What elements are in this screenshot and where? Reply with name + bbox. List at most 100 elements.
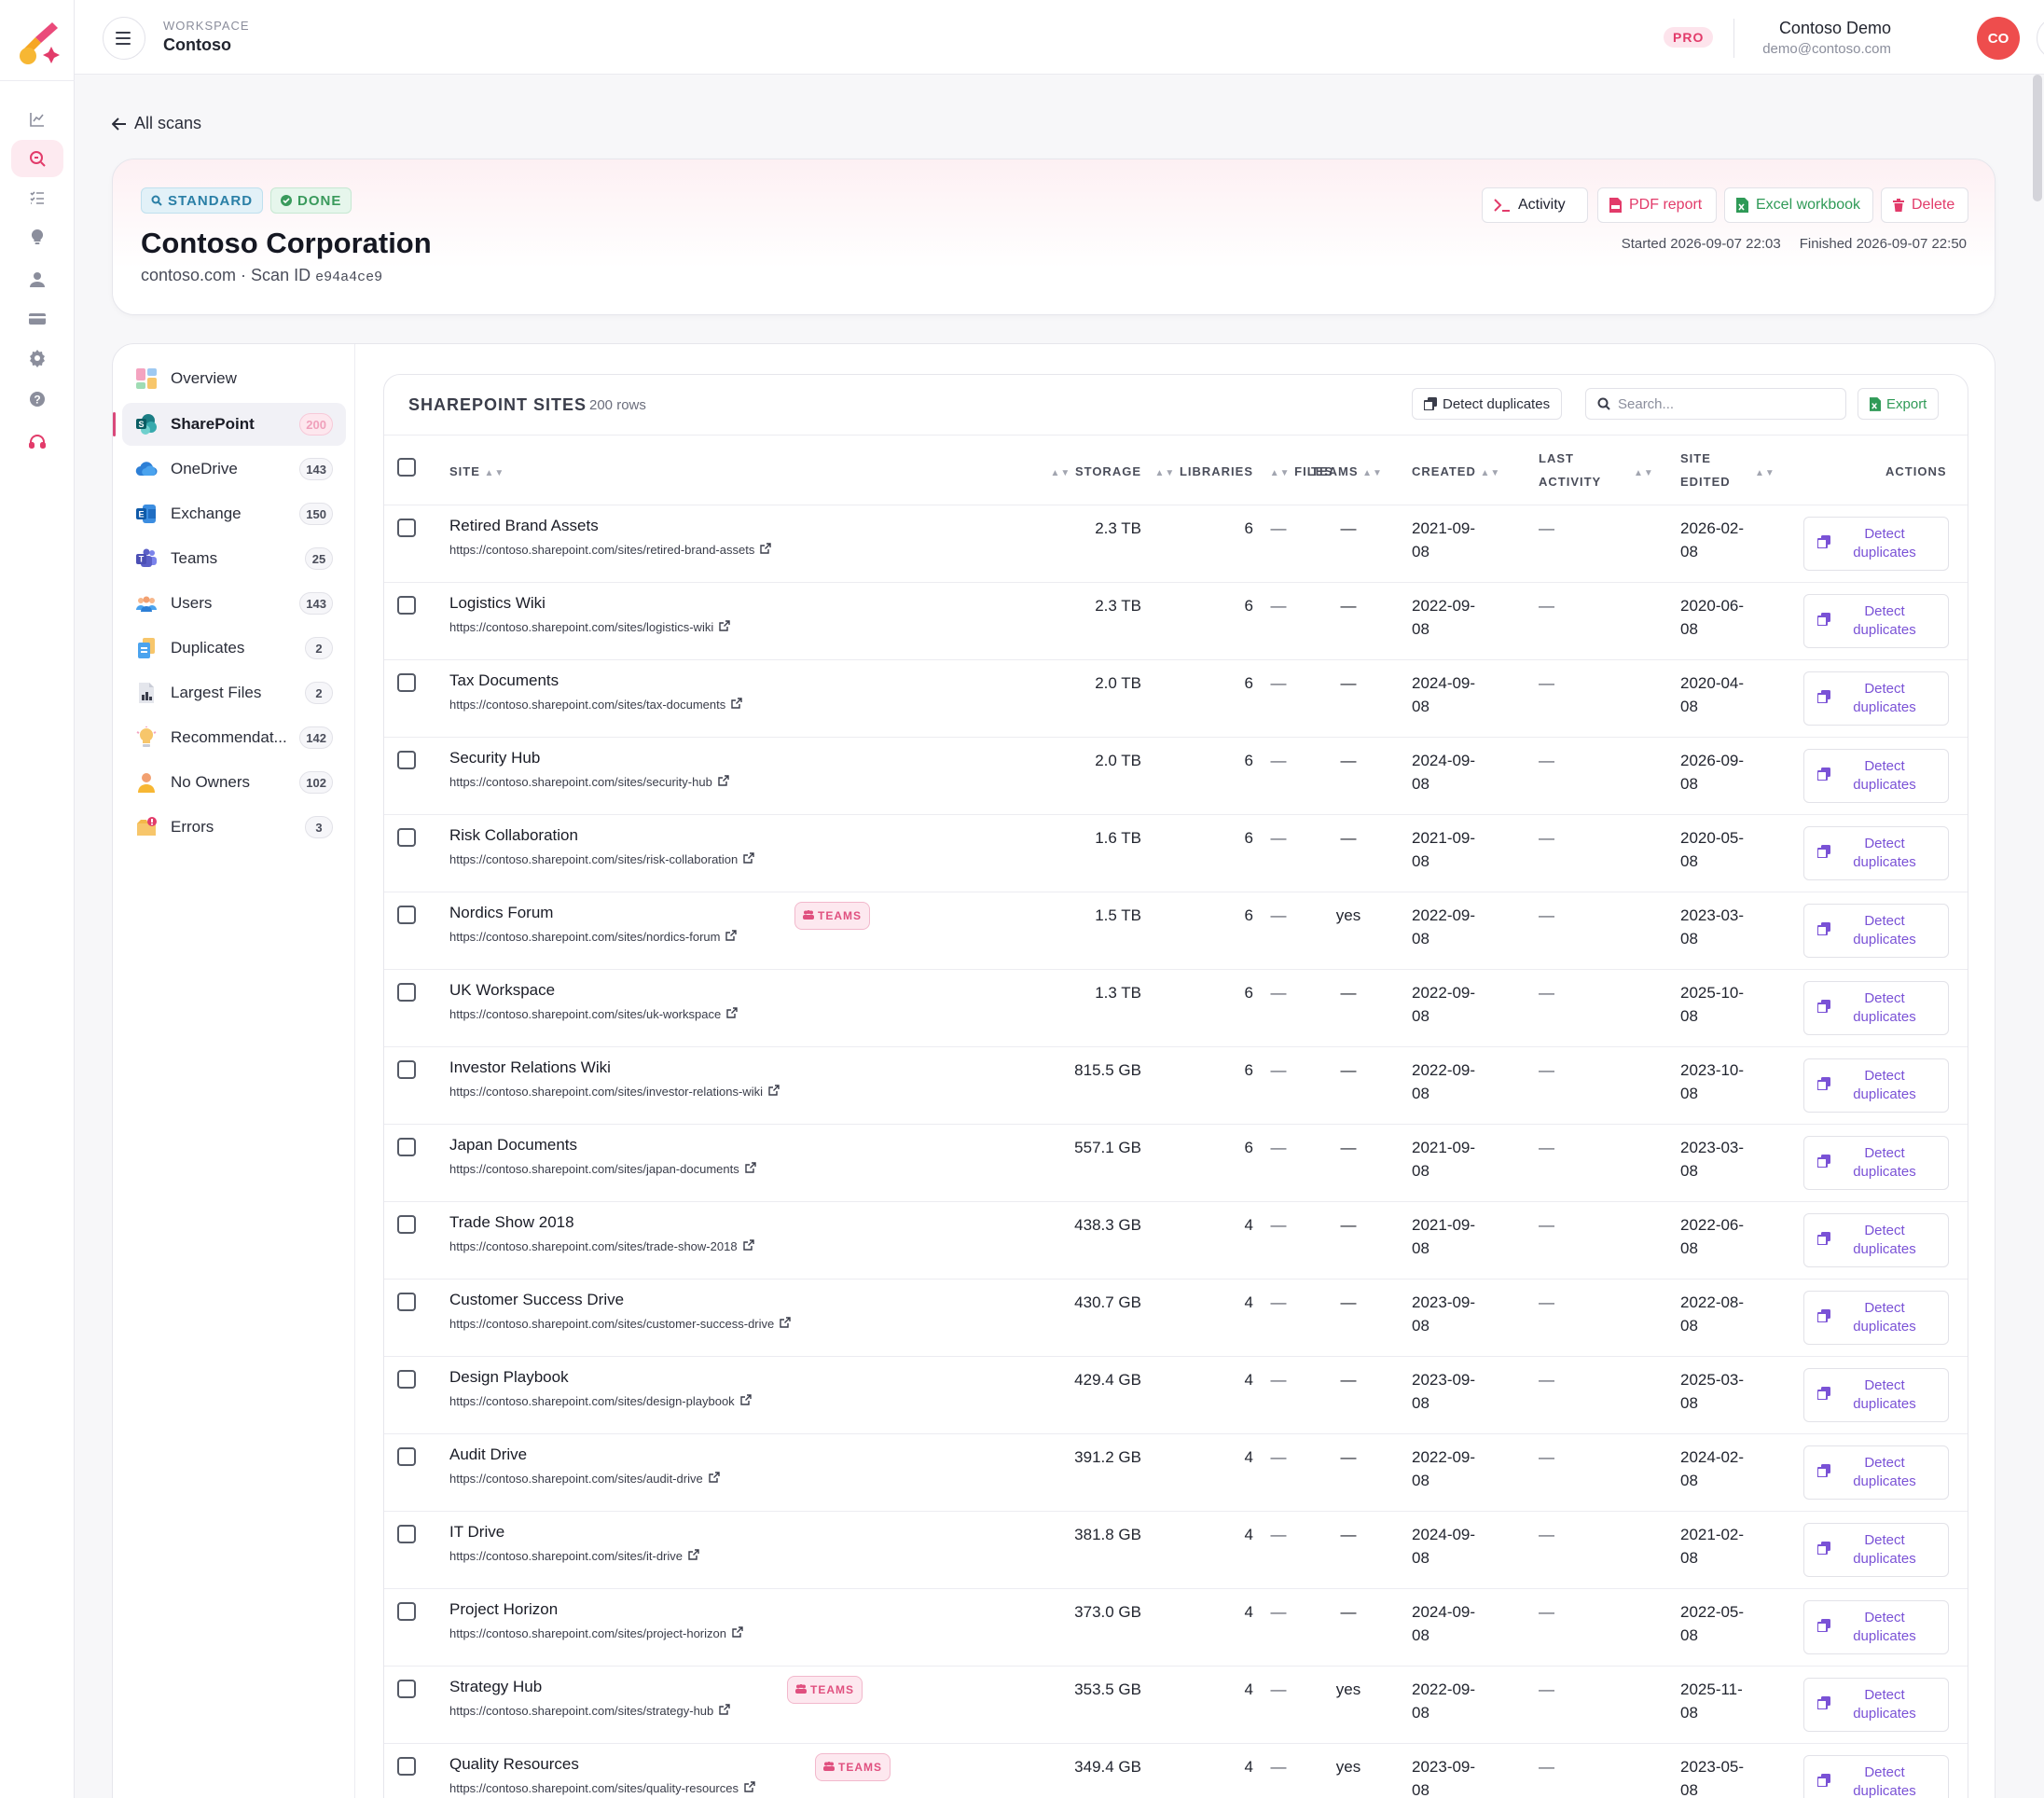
workspace-switcher[interactable]: WORKSPACE Contoso <box>163 19 250 55</box>
row-checkbox[interactable] <box>397 751 416 769</box>
site-url-link[interactable]: https://contoso.sharepoint.com/sites/inv… <box>449 1085 780 1099</box>
sort-icon[interactable]: ▲▼ <box>1755 468 1775 478</box>
detect-duplicates-row-button[interactable]: Detect duplicates <box>1803 1213 1949 1267</box>
sidebar-item-sharepoint[interactable]: S SharePoint 200 <box>113 403 346 446</box>
row-checkbox[interactable] <box>397 906 416 924</box>
sidebar-item-recommendations[interactable]: Recommendat... 142 <box>122 716 346 759</box>
site-url-link[interactable]: https://contoso.sharepoint.com/sites/log… <box>449 620 730 634</box>
column-storage[interactable]: ▲▼ STORAGE <box>981 460 1141 485</box>
row-checkbox[interactable] <box>397 673 416 692</box>
excel-workbook-button[interactable]: Excel workbook <box>1724 187 1873 223</box>
site-name[interactable]: Trade Show 2018 <box>449 1213 574 1231</box>
app-logo[interactable] <box>11 15 63 67</box>
sidebar-item-teams[interactable]: T Teams 25 <box>122 537 346 580</box>
detect-duplicates-row-button[interactable]: Detect duplicates <box>1803 1136 1949 1190</box>
site-url-link[interactable]: https://contoso.sharepoint.com/sites/nor… <box>449 930 738 944</box>
detect-duplicates-button[interactable]: Detect duplicates <box>1412 388 1563 420</box>
detect-duplicates-row-button[interactable]: Detect duplicates <box>1803 1445 1949 1500</box>
logout-button[interactable] <box>2037 17 2044 60</box>
site-name[interactable]: Tax Documents <box>449 671 559 689</box>
site-url-link[interactable]: https://contoso.sharepoint.com/sites/cus… <box>449 1317 791 1331</box>
row-checkbox[interactable] <box>397 596 416 615</box>
rail-tasks-icon[interactable] <box>11 179 63 216</box>
sidebar-item-largest-files[interactable]: Largest Files 2 <box>122 671 346 714</box>
detect-duplicates-row-button[interactable]: Detect duplicates <box>1803 1368 1949 1422</box>
site-url-link[interactable]: https://contoso.sharepoint.com/sites/sec… <box>449 775 729 789</box>
detect-duplicates-row-button[interactable]: Detect duplicates <box>1803 671 1949 726</box>
site-url-link[interactable]: https://contoso.sharepoint.com/sites/uk-… <box>449 1007 738 1021</box>
detect-duplicates-row-button[interactable]: Detect duplicates <box>1803 904 1949 958</box>
site-name[interactable]: Logistics Wiki <box>449 594 546 612</box>
sidebar-item-exchange[interactable]: E Exchange 150 <box>122 492 346 535</box>
site-name[interactable]: Risk Collaboration <box>449 826 578 844</box>
detect-duplicates-row-button[interactable]: Detect duplicates <box>1803 594 1949 648</box>
row-checkbox[interactable] <box>397 1060 416 1079</box>
site-name[interactable]: Investor Relations Wiki <box>449 1058 611 1076</box>
site-url-link[interactable]: https://contoso.sharepoint.com/sites/pro… <box>449 1626 743 1640</box>
sidebar-item-onedrive[interactable]: OneDrive 143 <box>122 448 346 491</box>
site-name[interactable]: Nordics Forum <box>449 904 554 921</box>
row-checkbox[interactable] <box>397 1370 416 1389</box>
sort-icon[interactable]: ▲▼ <box>1634 468 1654 478</box>
search-input[interactable]: Search... <box>1585 388 1846 420</box>
rail-settings-icon[interactable] <box>11 339 63 377</box>
detect-duplicates-row-button[interactable]: Detect duplicates <box>1803 1523 1949 1577</box>
avatar[interactable]: CO <box>1977 17 2020 60</box>
site-url-link[interactable]: https://contoso.sharepoint.com/sites/jap… <box>449 1162 756 1176</box>
detect-duplicates-row-button[interactable]: Detect duplicates <box>1803 981 1949 1035</box>
column-files[interactable]: ▲▼ FILES <box>1223 460 1333 485</box>
row-checkbox[interactable] <box>397 519 416 537</box>
row-checkbox[interactable] <box>397 983 416 1002</box>
site-url-link[interactable]: https://contoso.sharepoint.com/sites/str… <box>449 1704 730 1718</box>
site-name[interactable]: Japan Documents <box>449 1136 578 1154</box>
site-url-link[interactable]: https://contoso.sharepoint.com/sites/tax… <box>449 698 742 712</box>
site-name[interactable]: Quality Resources <box>449 1755 579 1773</box>
activity-button[interactable]: Activity <box>1482 187 1588 223</box>
site-url-link[interactable]: https://contoso.sharepoint.com/sites/ris… <box>449 852 754 866</box>
page-scrollbar[interactable] <box>2033 75 2042 201</box>
rail-user-icon[interactable] <box>11 261 63 298</box>
delete-button[interactable]: Delete <box>1881 187 1968 223</box>
select-all-checkbox[interactable] <box>397 458 416 477</box>
site-name[interactable]: Audit Drive <box>449 1445 528 1463</box>
detect-duplicates-row-button[interactable]: Detect duplicates <box>1803 1678 1949 1732</box>
rail-ideas-icon[interactable] <box>11 218 63 256</box>
detect-duplicates-row-button[interactable]: Detect duplicates <box>1803 749 1949 803</box>
detect-duplicates-row-button[interactable]: Detect duplicates <box>1803 1291 1949 1345</box>
row-checkbox[interactable] <box>397 1293 416 1311</box>
site-name[interactable]: UK Workspace <box>449 981 556 999</box>
site-url-link[interactable]: https://contoso.sharepoint.com/sites/qua… <box>449 1781 755 1795</box>
detect-duplicates-row-button[interactable]: Detect duplicates <box>1803 1755 1949 1798</box>
row-checkbox[interactable] <box>397 828 416 847</box>
column-site-edited[interactable]: SITE EDITED <box>1680 447 1731 493</box>
sidebar-item-duplicates[interactable]: Duplicates 2 <box>122 627 346 670</box>
site-name[interactable]: IT Drive <box>449 1523 505 1541</box>
menu-button[interactable] <box>103 17 145 60</box>
site-url-link[interactable]: https://contoso.sharepoint.com/sites/it-… <box>449 1549 699 1563</box>
sidebar-item-no-owners[interactable]: No Owners 102 <box>122 761 346 804</box>
row-checkbox[interactable] <box>397 1525 416 1543</box>
rail-help-icon[interactable]: ? <box>11 380 63 418</box>
site-url-link[interactable]: https://contoso.sharepoint.com/sites/aud… <box>449 1472 720 1486</box>
site-name[interactable]: Project Horizon <box>449 1600 559 1618</box>
pdf-report-button[interactable]: PDF report <box>1597 187 1717 223</box>
site-name[interactable]: Strategy Hub <box>449 1678 543 1695</box>
row-checkbox[interactable] <box>397 1680 416 1698</box>
sidebar-item-users[interactable]: Users 143 <box>122 582 346 625</box>
export-button[interactable]: Export <box>1858 388 1940 420</box>
row-checkbox[interactable] <box>397 1757 416 1776</box>
column-site[interactable]: SITE ▲▼ <box>449 460 504 485</box>
rail-scans-icon[interactable] <box>11 140 63 177</box>
row-checkbox[interactable] <box>397 1215 416 1234</box>
sidebar-item-errors[interactable]: Errors 3 <box>122 806 346 849</box>
site-url-link[interactable]: https://contoso.sharepoint.com/sites/ret… <box>449 543 772 557</box>
column-created[interactable]: CREATED ▲▼ <box>1412 460 1500 485</box>
row-checkbox[interactable] <box>397 1138 416 1156</box>
row-checkbox[interactable] <box>397 1447 416 1466</box>
site-url-link[interactable]: https://contoso.sharepoint.com/sites/des… <box>449 1394 752 1408</box>
site-name[interactable]: Security Hub <box>449 749 541 767</box>
detect-duplicates-row-button[interactable]: Detect duplicates <box>1803 826 1949 880</box>
column-libraries[interactable]: ▲▼ LIBRARIES <box>1093 460 1253 485</box>
column-last-activity[interactable]: LAST ACTIVITY <box>1539 447 1601 493</box>
rail-support-icon[interactable] <box>11 423 63 461</box>
